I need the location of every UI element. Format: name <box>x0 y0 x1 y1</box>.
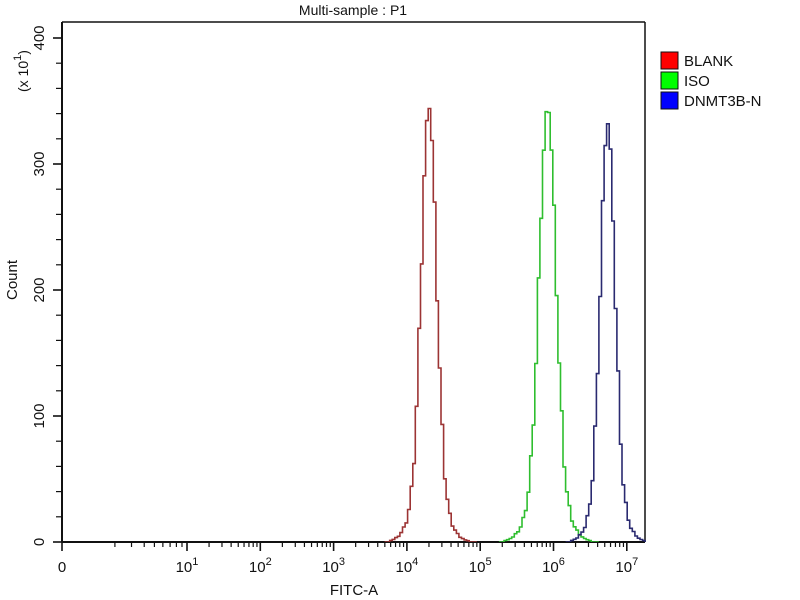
x-tick-label: 106 <box>542 556 565 576</box>
legend-item-iso: ISO <box>660 71 710 90</box>
curve-layer <box>384 107 646 542</box>
axes: 0 101 102 103 104 105 106 107 0 100 200 300 400 <box>31 21 646 576</box>
curve-blank <box>384 107 477 542</box>
x-tick-label: 103 <box>322 556 345 576</box>
legend-label-dnmt3b-n: DNMT3B-N <box>684 93 762 110</box>
y-tick-label: 300 <box>31 151 48 176</box>
x-tick-label: 107 <box>615 556 638 576</box>
legend-item-dnmt3b-n: DNMT3B-N <box>660 91 762 110</box>
y-tick-label: 0 <box>31 538 48 546</box>
x-tick-label: 105 <box>469 556 492 576</box>
x-tick-label: 104 <box>395 556 418 576</box>
legend-item-blank: BLANK <box>660 51 733 70</box>
y-tick-label: 400 <box>31 25 48 50</box>
y-tick-label: 100 <box>31 403 48 428</box>
legend-label-blank: BLANK <box>684 53 733 70</box>
curve-dnmt3b-n <box>565 123 646 542</box>
legend-swatch-dnmt3b-n <box>660 91 679 110</box>
y-axis-label: Count <box>4 259 21 300</box>
x-tick-label: 101 <box>176 556 199 576</box>
y-axis-unit-multiplier: (x 101) <box>12 50 31 92</box>
x-axis-label: FITC-A <box>330 582 378 599</box>
legend: BLANK ISO DNMT3B-N <box>660 51 762 110</box>
legend-label-iso: ISO <box>684 73 710 90</box>
legend-swatch-iso <box>660 71 679 90</box>
x-tick-label: 102 <box>249 556 272 576</box>
y-tick-label: 200 <box>31 277 48 302</box>
curve-iso <box>498 110 599 542</box>
x-tick-label: 0 <box>58 559 66 576</box>
chart-title: Multi-sample : P1 <box>299 2 407 18</box>
legend-swatch-blank <box>660 51 679 70</box>
